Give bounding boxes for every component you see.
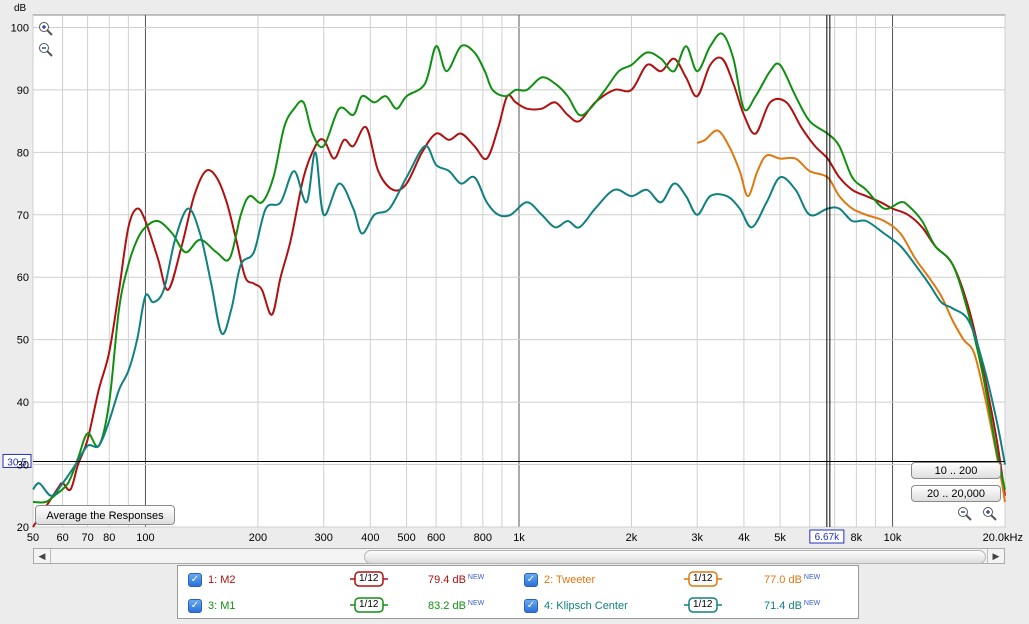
x-tick-label: 60 <box>56 532 68 544</box>
series-line-2-tweeter <box>696 129 1006 503</box>
legend-name-klipsch-center: 4: Klipsch Center <box>544 600 628 612</box>
smoothing-selector-klipsch-center[interactable]: 1/12 <box>684 597 722 613</box>
x-tick-label: 400 <box>361 532 379 544</box>
smoothing-selector-tweeter[interactable]: 1/12 <box>684 571 722 587</box>
cursor-y-box <box>2 453 32 468</box>
legend-value-m2: 79.4 dB NEW <box>428 574 485 586</box>
y-tick-label: 50 <box>17 335 29 347</box>
y-tick-label: 90 <box>17 85 29 97</box>
range-10-200-button[interactable]: 10 .. 200 <box>911 462 1001 479</box>
series-line-4-klipsch-center <box>32 145 1006 497</box>
x-tick-labels: 50 60 70 80 100 200 300 400 500 600 800 1k 2k 3k 4k 5k 8… <box>27 532 1023 544</box>
checkbox-m2[interactable]: ✓ <box>188 573 202 587</box>
legend-item-klipsch-center[interactable]: ✓ 4: Klipsch Center 1/12 71.4 dB NEW <box>522 594 852 616</box>
x-tick-label: 500 <box>397 532 415 544</box>
x-tick-label: 20.0kHz <box>983 532 1023 544</box>
smoothing-label-m2: 1/12 <box>359 573 379 584</box>
y-tick-label: 80 <box>17 147 29 159</box>
frequency-response-chart[interactable]: 30.5 6.67k 20 30 40 50 60 70 80 90 100 50 60 70 80 10… <box>0 0 1029 548</box>
legend-value-klipsch-center: 71.4 dB NEW <box>764 600 821 612</box>
cursor-y-label: 30.5 <box>7 457 27 468</box>
smoothing-selector-m1[interactable]: 1/12 <box>350 597 388 613</box>
legend-item-m1[interactable]: ✓ 3: M1 1/12 83.2 dB NEW <box>186 594 506 616</box>
cursor-x-label: 6.67k <box>815 532 840 543</box>
zoom-in-icon[interactable] <box>983 507 997 521</box>
series-line-3-m1 <box>32 32 1006 504</box>
y-tick-label: 30 <box>17 460 29 472</box>
smoothing-label-tweeter: 1/12 <box>693 573 713 584</box>
y-tick-labels: 20 30 40 50 60 70 80 90 100 <box>11 22 29 534</box>
average-responses-button[interactable]: Average the Responses <box>35 505 175 525</box>
x-tick-label: 200 <box>249 532 267 544</box>
scroll-right-arrow-icon[interactable]: ▶ <box>987 549 1004 563</box>
x-tick-label: 300 <box>314 532 332 544</box>
x-tick-label: 2k <box>626 532 638 544</box>
legend-name-m2: 1: M2 <box>208 574 236 586</box>
legend-panel: ✓ 1: M2 1/12 79.4 dB NEW ✓ 2: Tweeter 1/1… <box>177 565 859 619</box>
x-tick-label: 8k <box>851 532 863 544</box>
x-tick-label: 800 <box>474 532 492 544</box>
smoothing-label-m1: 1/12 <box>359 599 379 610</box>
legend-item-m2[interactable]: ✓ 1: M2 1/12 79.4 dB NEW <box>186 568 506 590</box>
legend-value-m1: 83.2 dB NEW <box>428 600 485 612</box>
legend-item-tweeter[interactable]: ✓ 2: Tweeter 1/12 77.0 dB NEW <box>522 568 852 590</box>
x-tick-label: 1k <box>513 532 525 544</box>
scrollbar-thumb[interactable] <box>364 550 986 564</box>
x-tick-label: 70 <box>81 532 93 544</box>
x-tick-label: 600 <box>427 532 445 544</box>
checkbox-klipsch-center[interactable]: ✓ <box>524 599 538 613</box>
cursor-layer[interactable]: 30.5 6.67k <box>2 15 1005 544</box>
legend-name-m1: 3: M1 <box>208 600 236 612</box>
checkbox-tweeter[interactable]: ✓ <box>524 573 538 587</box>
y-axis-label: dB <box>14 3 27 14</box>
smoothing-selector-m2[interactable]: 1/12 <box>350 571 388 587</box>
x-tick-label: 5k <box>774 532 786 544</box>
y-tick-label: 40 <box>17 397 29 409</box>
legend-name-tweeter: 2: Tweeter <box>544 574 596 586</box>
cursor-x-box <box>809 529 845 544</box>
x-tick-label: 4k <box>738 532 750 544</box>
smoothing-label-klipsch-center: 1/12 <box>693 599 713 610</box>
y-tick-label: 20 <box>17 522 29 534</box>
x-tick-label: 100 <box>136 532 154 544</box>
y-tick-label: 70 <box>17 210 29 222</box>
legend-value-tweeter: 77.0 dB NEW <box>764 574 821 586</box>
x-tick-label: 80 <box>103 532 115 544</box>
zoom-out-icon[interactable] <box>39 43 53 57</box>
zoom-in-icon[interactable] <box>39 22 53 36</box>
horizontal-scrollbar[interactable]: ◀ ▶ <box>33 548 1005 564</box>
y-tick-label: 60 <box>17 272 29 284</box>
checkbox-m1[interactable]: ✓ <box>188 599 202 613</box>
zoom-out-icon[interactable] <box>958 507 972 521</box>
x-tick-label: 3k <box>691 532 703 544</box>
range-20-20000-button[interactable]: 20 .. 20,000 <box>911 485 1001 502</box>
y-tick-label: 100 <box>11 22 29 34</box>
x-tick-label: 50 <box>27 532 39 544</box>
x-tick-label: 10k <box>884 532 902 544</box>
scroll-left-arrow-icon[interactable]: ◀ <box>34 549 51 563</box>
